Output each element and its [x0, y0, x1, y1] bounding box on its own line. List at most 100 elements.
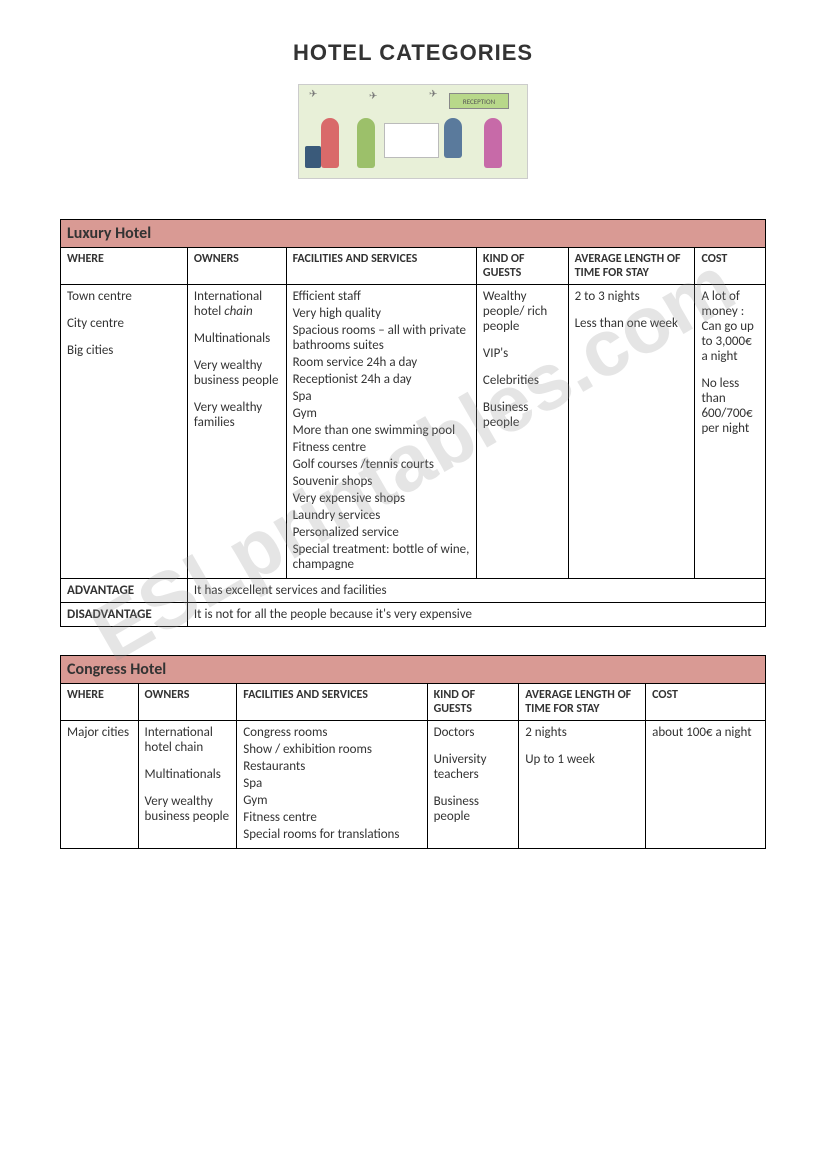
- plane-icon: ✈: [429, 87, 437, 100]
- list-item: Show / exhibition rooms: [243, 742, 420, 757]
- suitcase-icon: [305, 146, 321, 168]
- person-figure: [321, 118, 339, 168]
- list-item: A lot of money : Can go up to 3,000€ a n…: [701, 289, 759, 364]
- list-item: Town centre: [67, 289, 181, 304]
- list-item: Special treatment: bottle of wine, champ…: [293, 542, 470, 572]
- col-guests: KIND OF GUESTS: [476, 248, 568, 285]
- table-data-row: Major cities International hotel chain M…: [61, 721, 766, 849]
- list-item: VIP's: [483, 346, 562, 361]
- page-title: HOTEL CATEGORIES: [60, 40, 766, 66]
- list-item: Wealthy people/ rich people: [483, 289, 562, 334]
- cell-guests: Wealthy people/ rich people VIP's Celebr…: [476, 285, 568, 579]
- col-length: AVERAGE LENGTH OF TIME FOR STAY: [568, 248, 695, 285]
- list-item: Very high quality: [293, 306, 470, 321]
- advantage-row: ADVANTAGE It has excellent services and …: [61, 579, 766, 603]
- col-facilities: FACILITIES AND SERVICES: [286, 248, 476, 285]
- reception-desk: [384, 123, 439, 158]
- list-item: 2 to 3 nights: [575, 289, 689, 304]
- cell-cost: A lot of money : Can go up to 3,000€ a n…: [695, 285, 766, 579]
- list-item: More than one swimming pool: [293, 423, 470, 438]
- list-item: Big cities: [67, 343, 181, 358]
- reception-sign: RECEPTION: [449, 93, 509, 109]
- list-item: Multinationals: [145, 767, 231, 782]
- person-figure: [484, 118, 502, 168]
- advantage-text: It has excellent services and facilities: [187, 579, 765, 603]
- table-header-row: WHERE OWNERS FACILITIES AND SERVICES KIN…: [61, 248, 766, 285]
- col-length: AVERAGE LENGTH OF TIME FOR STAY: [519, 684, 646, 721]
- advantage-label: ADVANTAGE: [61, 579, 188, 603]
- list-item: Very wealthy business people: [145, 794, 231, 824]
- list-item: Celebrities: [483, 373, 562, 388]
- plane-icon: ✈: [369, 89, 377, 102]
- list-item: International hotel chain: [145, 725, 231, 755]
- list-item: City centre: [67, 316, 181, 331]
- text-italic: chain: [224, 304, 252, 319]
- list-item: Gym: [293, 406, 470, 421]
- col-where: WHERE: [61, 684, 139, 721]
- list-item: Spa: [243, 776, 420, 791]
- table-title: Congress Hotel: [61, 656, 766, 684]
- list-item: Less than one week: [575, 316, 689, 331]
- list-item: Spacious rooms – all with private bathro…: [293, 323, 470, 353]
- congress-hotel-table: Congress Hotel WHERE OWNERS FACILITIES A…: [60, 655, 766, 849]
- hotel-reception-illustration: ✈ ✈ ✈ RECEPTION: [298, 84, 528, 179]
- list-item: Doctors: [434, 725, 513, 740]
- list-item: Efficient staff: [293, 289, 470, 304]
- cell-owners: International hotel chain Multinationals…: [187, 285, 286, 579]
- list-item: No less than 600/700€ per night: [701, 376, 759, 436]
- list-item: Laundry services: [293, 508, 470, 523]
- list-item: Spa: [293, 389, 470, 404]
- list-item: Gym: [243, 793, 420, 808]
- list-item: Special rooms for translations: [243, 827, 420, 842]
- list-item: Up to 1 week: [525, 752, 639, 767]
- list-item: Multinationals: [194, 331, 280, 346]
- col-cost: COST: [695, 248, 766, 285]
- cell-length: 2 to 3 nights Less than one week: [568, 285, 695, 579]
- col-owners: OWNERS: [187, 248, 286, 285]
- list-item: International hotel chain: [194, 289, 280, 319]
- person-figure: [357, 118, 375, 168]
- list-item: Business people: [434, 794, 513, 824]
- cell-facilities: Congress rooms Show / exhibition rooms R…: [237, 721, 427, 849]
- list-item: Room service 24h a day: [293, 355, 470, 370]
- disadvantage-row: DISADVANTAGE It is not for all the peopl…: [61, 603, 766, 627]
- list-item: Major cities: [67, 725, 132, 740]
- list-item: Very wealthy families: [194, 400, 280, 430]
- cell-guests: Doctors University teachers Business peo…: [427, 721, 519, 849]
- col-owners: OWNERS: [138, 684, 237, 721]
- table-header-row: WHERE OWNERS FACILITIES AND SERVICES KIN…: [61, 684, 766, 721]
- list-item: Fitness centre: [293, 440, 470, 455]
- list-item: Very wealthy business people: [194, 358, 280, 388]
- person-figure: [444, 118, 462, 158]
- list-item: Business people: [483, 400, 562, 430]
- disadvantage-text: It is not for all the people because it'…: [187, 603, 765, 627]
- cell-where: Town centre City centre Big cities: [61, 285, 188, 579]
- luxury-hotel-table: Luxury Hotel WHERE OWNERS FACILITIES AND…: [60, 219, 766, 627]
- col-where: WHERE: [61, 248, 188, 285]
- list-item: about 100€ a night: [652, 725, 759, 740]
- list-item: Receptionist 24h a day: [293, 372, 470, 387]
- list-item: Personalized service: [293, 525, 470, 540]
- cell-where: Major cities: [61, 721, 139, 849]
- list-item: Congress rooms: [243, 725, 420, 740]
- list-item: 2 nights: [525, 725, 639, 740]
- list-item: Golf courses /tennis courts: [293, 457, 470, 472]
- disadvantage-label: DISADVANTAGE: [61, 603, 188, 627]
- table-data-row: Town centre City centre Big cities Inter…: [61, 285, 766, 579]
- table-title-row: Congress Hotel: [61, 656, 766, 684]
- list-item: University teachers: [434, 752, 513, 782]
- table-title: Luxury Hotel: [61, 220, 766, 248]
- cell-cost: about 100€ a night: [646, 721, 766, 849]
- list-item: Fitness centre: [243, 810, 420, 825]
- cell-length: 2 nights Up to 1 week: [519, 721, 646, 849]
- list-item: Very expensive shops: [293, 491, 470, 506]
- col-facilities: FACILITIES AND SERVICES: [237, 684, 427, 721]
- cell-owners: International hotel chain Multinationals…: [138, 721, 237, 849]
- cell-facilities: Efficient staff Very high quality Spacio…: [286, 285, 476, 579]
- plane-icon: ✈: [309, 87, 317, 100]
- list-item: Souvenir shops: [293, 474, 470, 489]
- col-cost: COST: [646, 684, 766, 721]
- list-item: Restaurants: [243, 759, 420, 774]
- table-title-row: Luxury Hotel: [61, 220, 766, 248]
- col-guests: KIND OF GUESTS: [427, 684, 519, 721]
